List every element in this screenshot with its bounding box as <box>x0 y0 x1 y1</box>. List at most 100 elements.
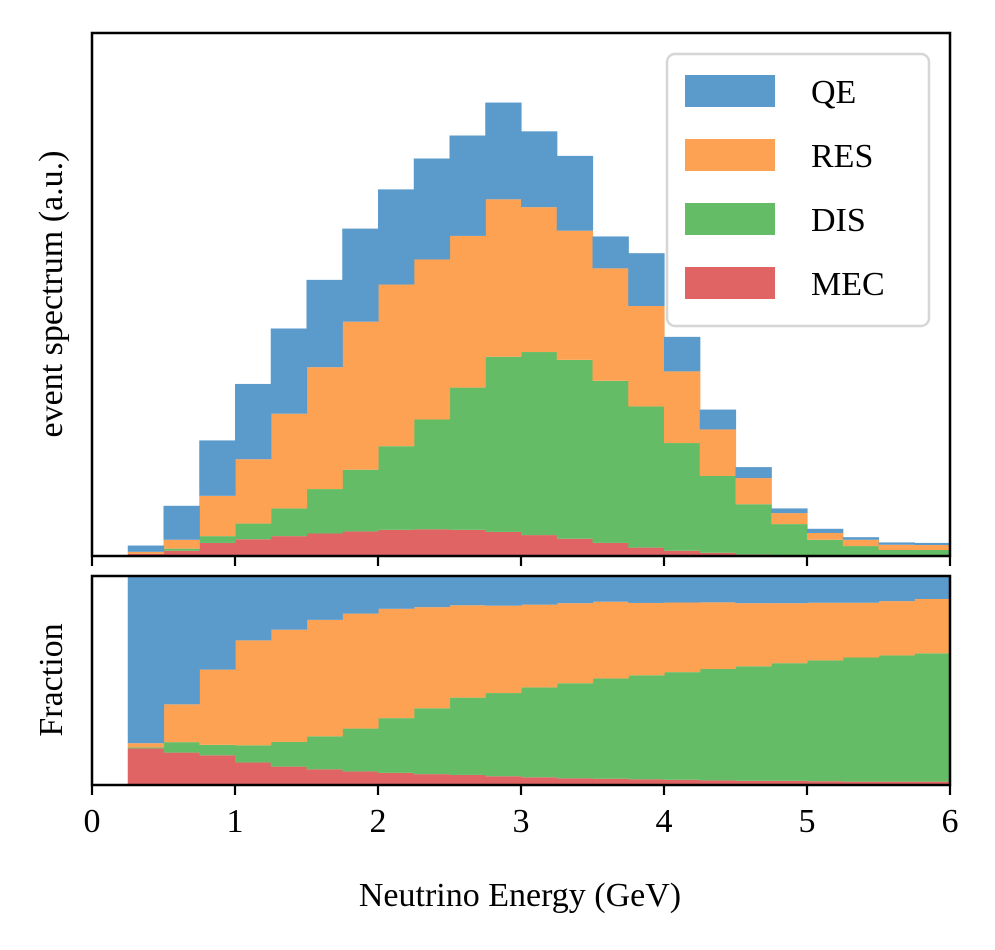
legend-label-dis: DIS <box>811 202 866 239</box>
top-bar-mec-15 <box>628 547 665 556</box>
bottom-bar-res-1 <box>127 743 165 748</box>
bottom-bar-res-3 <box>199 669 236 745</box>
top-bar-dis-20 <box>807 539 844 556</box>
bottom-bar-dis-20 <box>807 660 844 782</box>
bottom-bar-mec-4 <box>235 762 272 785</box>
top-bar-mec-8 <box>378 529 415 556</box>
bottom-bar-mec-10 <box>449 774 486 785</box>
top-bar-dis-23 <box>914 549 951 556</box>
bottom-bar-res-12 <box>521 604 558 688</box>
y-axis-label-bottom: Fraction <box>33 623 70 736</box>
top-bar-mec-4 <box>235 539 272 556</box>
bottom-bar-res-21 <box>842 602 880 658</box>
top-bar-qe-11 <box>485 102 522 200</box>
x-tick-label-6: 6 <box>942 803 959 840</box>
top-bar-res-15 <box>628 306 665 407</box>
top-bar-dis-2 <box>163 548 200 551</box>
legend-label-res: RES <box>811 138 873 175</box>
bottom-bar-mec-3 <box>199 755 236 785</box>
bottom-bar-dis-2 <box>163 742 200 753</box>
bottom-bar-mec-7 <box>342 771 379 785</box>
x-axis-label: Neutrino Energy (GeV) <box>359 877 681 914</box>
top-bar-qe-16 <box>664 336 701 372</box>
bottom-bar-res-10 <box>449 605 486 698</box>
top-bar-qe-2 <box>163 505 200 540</box>
bottom-bar-dis-15 <box>628 675 665 780</box>
top-bar-res-1 <box>127 551 165 554</box>
top-bar-res-22 <box>878 544 915 550</box>
bottom-bar-mec-21 <box>842 781 880 785</box>
bottom-bar-res-17 <box>699 602 737 669</box>
bottom-bar-qe-20 <box>807 576 844 603</box>
top-bar-res-11 <box>485 199 522 357</box>
bottom-bar-res-14 <box>592 601 629 679</box>
top-bar-mec-9 <box>413 529 451 556</box>
bottom-bar-dis-14 <box>592 678 629 779</box>
bottom-bar-mec-20 <box>807 781 844 785</box>
bottom-bar-qe-9 <box>413 576 451 608</box>
top-bar-res-21 <box>842 539 880 547</box>
top-bar-res-14 <box>592 268 629 381</box>
x-axis-ticks: 0 1 2 3 4 5 6 <box>84 556 959 840</box>
bottom-bar-qe-12 <box>521 576 558 605</box>
top-bar-dis-21 <box>842 546 880 556</box>
bottom-bar-res-4 <box>235 640 272 746</box>
bottom-bar-dis-21 <box>842 657 880 782</box>
bottom-bar-qe-22 <box>878 576 915 602</box>
top-bar-res-7 <box>342 321 379 470</box>
top-bar-dis-9 <box>413 419 451 530</box>
top-bar-mec-14 <box>592 542 629 556</box>
x-tick-label-0: 0 <box>84 803 101 840</box>
bottom-bar-dis-16 <box>664 672 701 780</box>
top-bar-qe-12 <box>521 131 558 208</box>
top-bar-res-4 <box>235 459 272 524</box>
top-bar-res-17 <box>699 429 737 476</box>
top-bar-dis-12 <box>521 352 558 536</box>
top-bar-dis-22 <box>878 549 915 556</box>
bottom-bar-res-13 <box>556 603 594 684</box>
top-bar-res-23 <box>914 545 951 550</box>
top-bar-qe-13 <box>556 155 594 231</box>
bottom-bar-mec-15 <box>628 779 665 785</box>
bottom-bar-dis-12 <box>521 687 558 778</box>
top-bar-mec-12 <box>521 535 558 556</box>
bottom-bar-res-15 <box>628 602 665 676</box>
top-bar-qe-10 <box>449 135 486 236</box>
bottom-bar-qe-14 <box>592 576 629 602</box>
top-bar-qe-20 <box>807 528 844 533</box>
legend-swatch-res <box>685 139 775 171</box>
bottom-bar-qe-2 <box>163 576 200 705</box>
bottom-bar-res-9 <box>413 607 451 709</box>
top-bar-res-18 <box>735 478 772 505</box>
bottom-bar-res-11 <box>485 605 522 694</box>
bottom-bar-qe-1 <box>127 576 165 744</box>
legend-label-mec: MEC <box>811 266 885 303</box>
top-bar-res-2 <box>163 539 200 549</box>
bottom-bar-dis-22 <box>878 655 915 782</box>
top-bar-res-20 <box>807 532 844 540</box>
y-axis-label-top: event spectrum (a.u.) <box>33 151 70 438</box>
bottom-bar-dis-17 <box>699 669 737 781</box>
top-bar-dis-19 <box>771 524 808 555</box>
top-bar-dis-5 <box>270 508 308 537</box>
top-bar-mec-5 <box>270 536 308 556</box>
bottom-bar-dis-18 <box>735 666 772 781</box>
top-bar-dis-10 <box>449 387 486 530</box>
top-bar-qe-21 <box>842 537 880 540</box>
bottom-bar-res-7 <box>342 613 379 729</box>
top-bar-dis-4 <box>235 523 272 540</box>
top-bar-qe-6 <box>306 279 343 368</box>
bottom-bar-mec-13 <box>556 778 594 785</box>
bottom-bar-res-2 <box>163 704 200 743</box>
bottom-bar-mec-9 <box>413 774 451 785</box>
bottom-bar-qe-7 <box>342 576 379 614</box>
bottom-bar-dis-7 <box>342 728 379 772</box>
bottom-bar-mec-17 <box>699 780 737 785</box>
bottom-bar-dis-10 <box>449 697 486 775</box>
bottom-bar-dis-9 <box>413 708 451 775</box>
legend-swatch-dis <box>685 203 775 235</box>
legend-box <box>665 52 931 328</box>
top-bar-dis-3 <box>199 536 236 543</box>
top-bar-mec-7 <box>342 531 379 556</box>
top-bar-qe-4 <box>235 383 272 460</box>
